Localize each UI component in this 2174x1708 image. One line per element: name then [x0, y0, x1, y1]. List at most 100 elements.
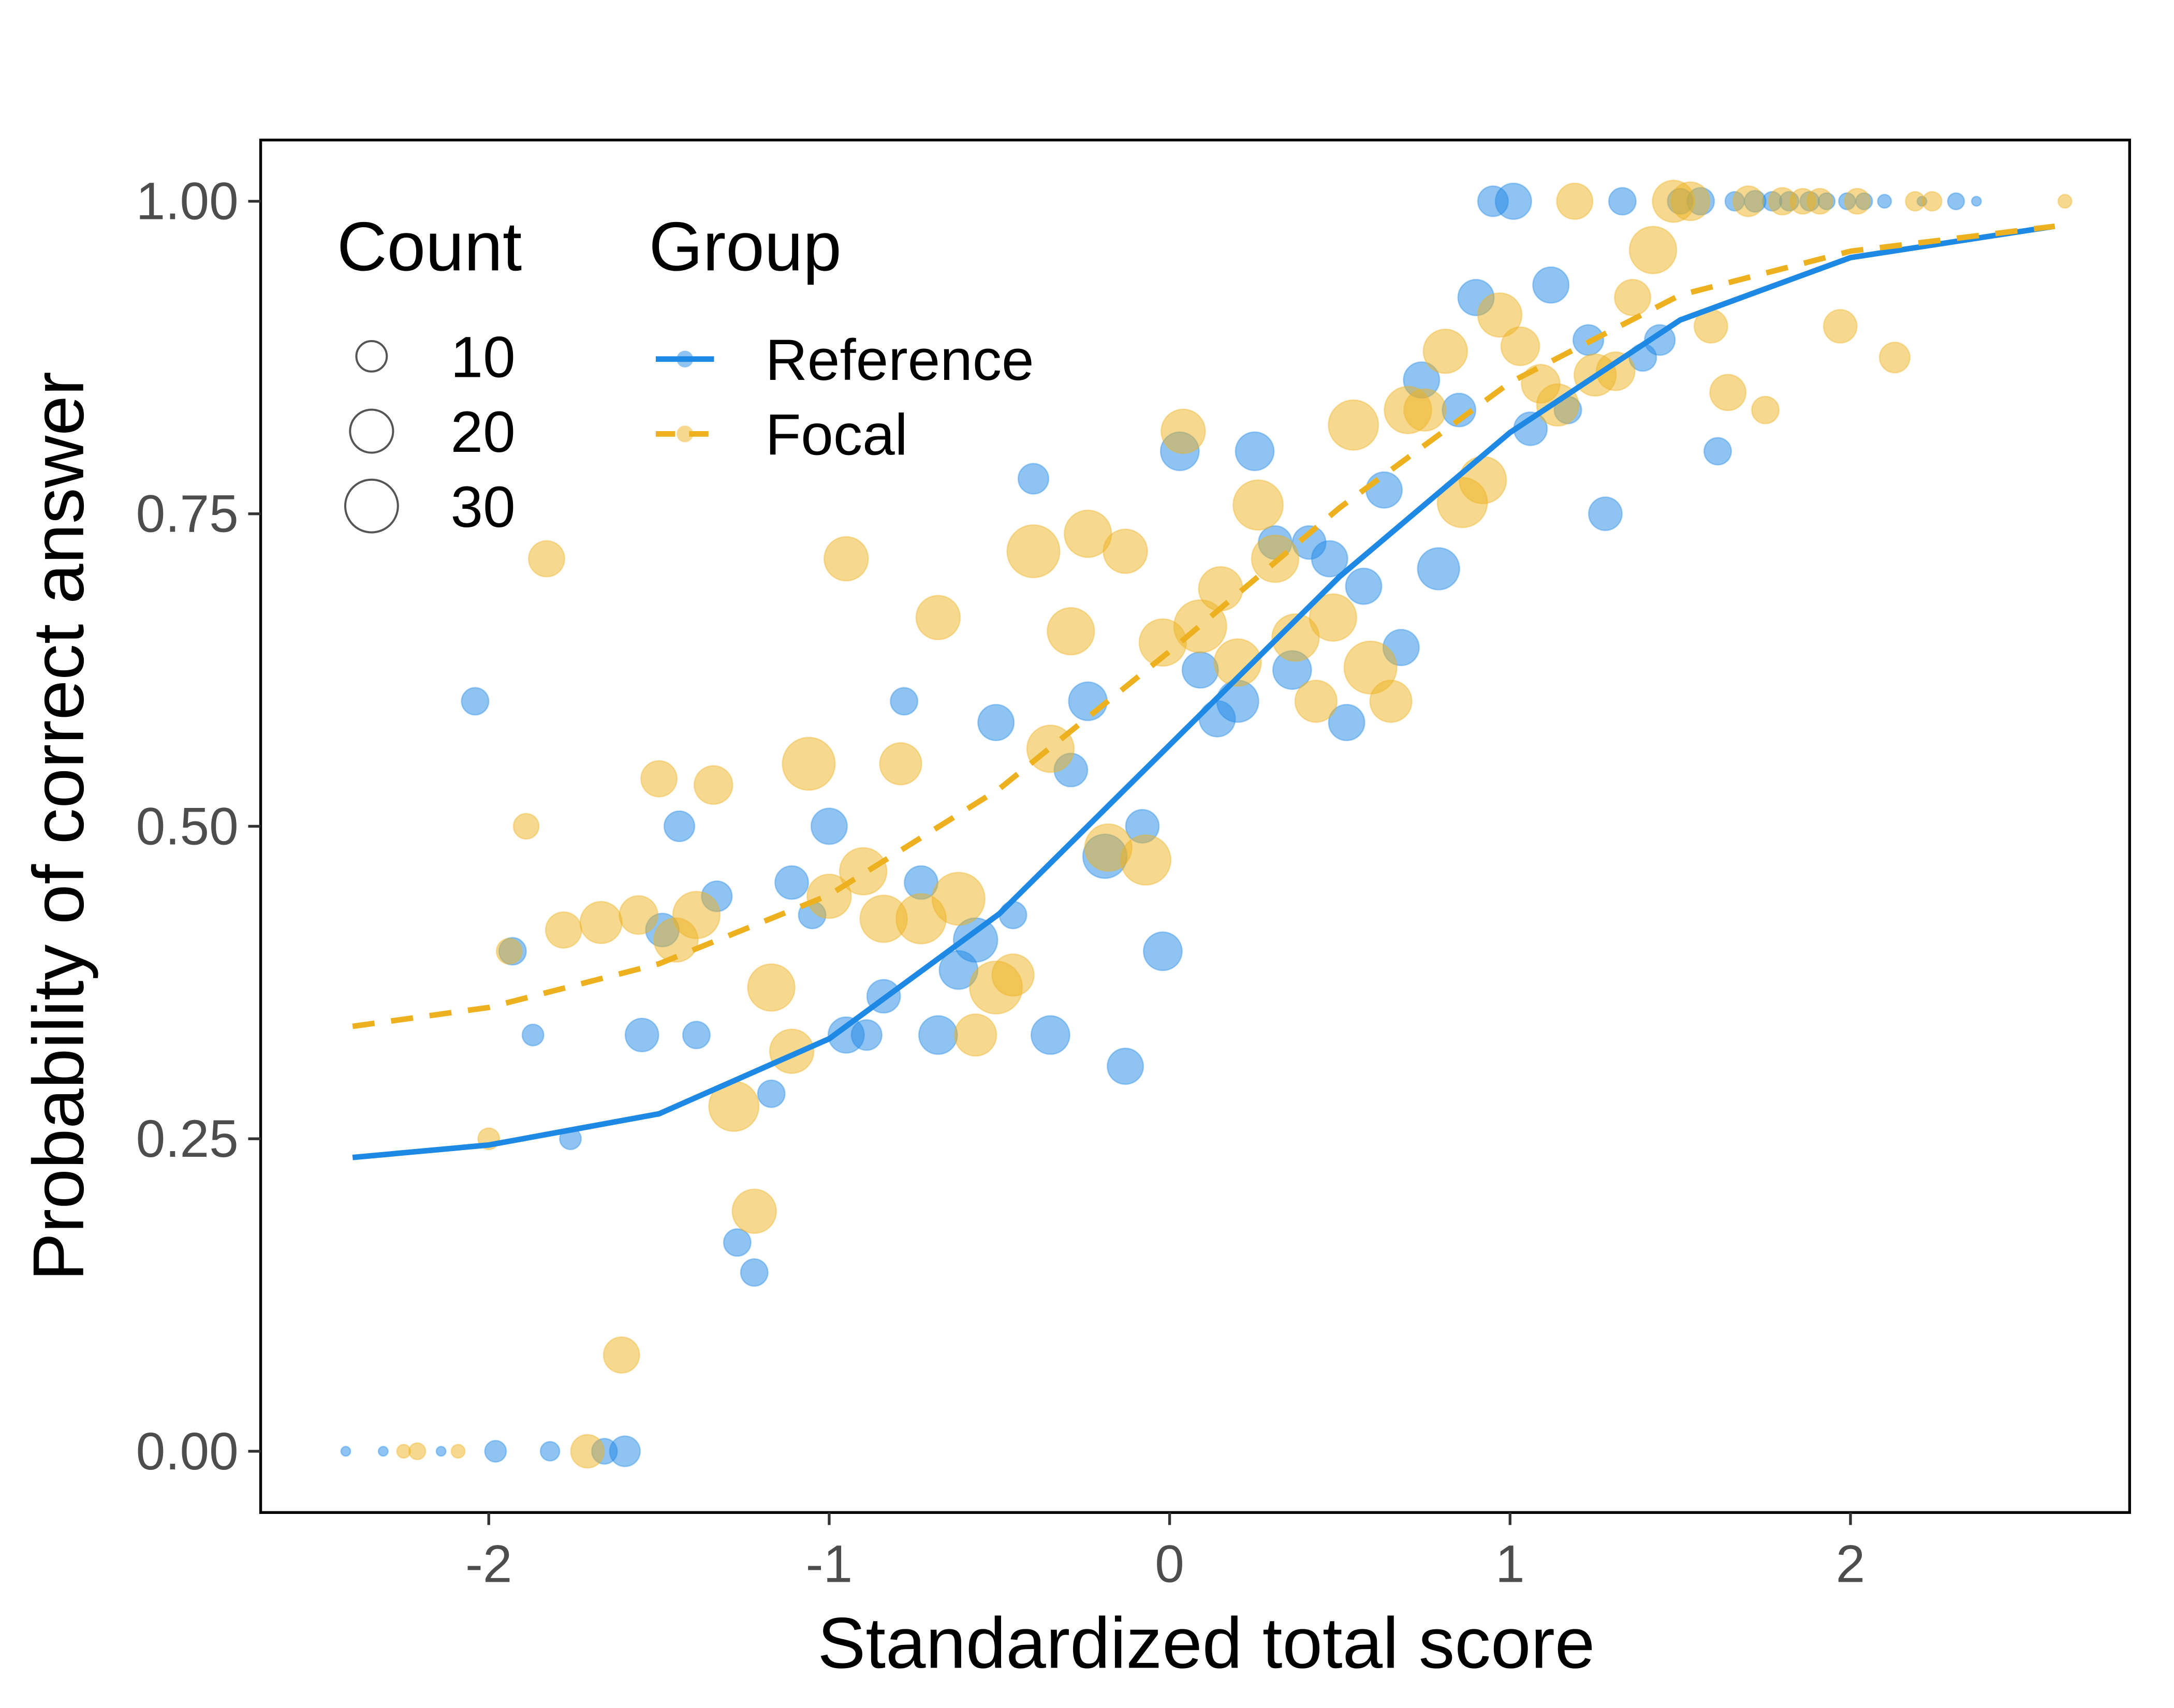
y-tick-label: 0.00 [136, 1422, 239, 1481]
point [1294, 680, 1338, 723]
size-legend-label: 30 [451, 474, 516, 539]
point [1971, 196, 1982, 207]
size-legend-label: 10 [451, 325, 516, 390]
point [1309, 593, 1358, 642]
point [1588, 496, 1623, 532]
x-tick-label: 2 [1836, 1534, 1865, 1593]
point [1608, 187, 1637, 216]
point [624, 1018, 659, 1053]
point [1532, 266, 1570, 304]
point [1844, 187, 1871, 215]
point [839, 847, 888, 896]
point [545, 911, 583, 949]
point [1213, 638, 1262, 687]
point [918, 1015, 958, 1055]
point [682, 1021, 711, 1050]
point [1103, 528, 1149, 575]
point [527, 540, 566, 578]
point [1369, 680, 1413, 723]
point [2057, 194, 2073, 209]
point [672, 891, 721, 939]
point [377, 1446, 389, 1457]
point [723, 1228, 752, 1257]
point [879, 742, 922, 786]
point [977, 703, 1015, 742]
point [1160, 408, 1206, 454]
point [1232, 479, 1284, 531]
point [1732, 185, 1765, 217]
legend-label: Reference [766, 327, 1034, 392]
point [1343, 640, 1398, 695]
point [1500, 326, 1540, 366]
point [1068, 681, 1108, 722]
point [1106, 1048, 1144, 1085]
y-tick-label: 1.00 [136, 172, 239, 231]
point [757, 1079, 786, 1108]
point [1494, 182, 1532, 220]
point [663, 810, 696, 843]
point [731, 1188, 777, 1234]
point [512, 813, 540, 840]
point [603, 1336, 640, 1374]
legend-dot [677, 350, 694, 367]
y-tick-label: 0.25 [136, 1109, 239, 1168]
point [1311, 540, 1348, 578]
point [1422, 328, 1468, 374]
fit-line [352, 223, 2055, 1029]
point [889, 687, 919, 716]
point [1751, 395, 1780, 424]
point [450, 1444, 466, 1459]
point [539, 1441, 561, 1462]
point [1006, 524, 1061, 579]
point [1271, 613, 1320, 662]
point [570, 1434, 605, 1469]
point [408, 1442, 427, 1461]
y-axis-title: Probability of correct answer [18, 372, 99, 1281]
point [1142, 931, 1183, 971]
point [1709, 374, 1747, 411]
point [931, 872, 986, 926]
point [998, 901, 1027, 930]
y-tick-label: 0.75 [136, 484, 239, 543]
point [1877, 194, 1892, 209]
x-tick-label: -2 [465, 1534, 512, 1593]
point [435, 1446, 447, 1457]
point [774, 865, 810, 900]
point [1046, 607, 1095, 656]
point [1806, 187, 1833, 215]
legend-label: Focal [766, 402, 908, 467]
point [1328, 399, 1379, 451]
plot-border [259, 138, 2131, 1514]
point [1345, 567, 1383, 605]
point [1120, 834, 1172, 886]
point [1921, 190, 1943, 212]
x-tick-label: -1 [806, 1534, 853, 1593]
group-legend-title: Group [649, 208, 842, 285]
size-legend-key [355, 340, 388, 373]
point [1947, 192, 1965, 211]
point [1477, 292, 1523, 338]
point [484, 1439, 507, 1463]
y-tick-label: 0.50 [136, 797, 239, 856]
point [1403, 388, 1447, 432]
point [1181, 651, 1219, 689]
point [1823, 308, 1858, 344]
point [740, 1258, 769, 1287]
point [1643, 324, 1676, 356]
point [953, 1013, 997, 1057]
legend-dot [677, 425, 694, 443]
point [1417, 547, 1461, 591]
point [1613, 278, 1652, 316]
point [1030, 1015, 1070, 1055]
point [782, 737, 836, 791]
point [1198, 566, 1244, 612]
fit-line [352, 223, 2055, 1160]
point [1628, 226, 1678, 274]
point [1595, 351, 1636, 391]
point [461, 687, 490, 716]
size-legend-title: Count [337, 208, 522, 285]
point [1458, 455, 1507, 505]
point [340, 1446, 351, 1457]
point [1365, 471, 1403, 509]
